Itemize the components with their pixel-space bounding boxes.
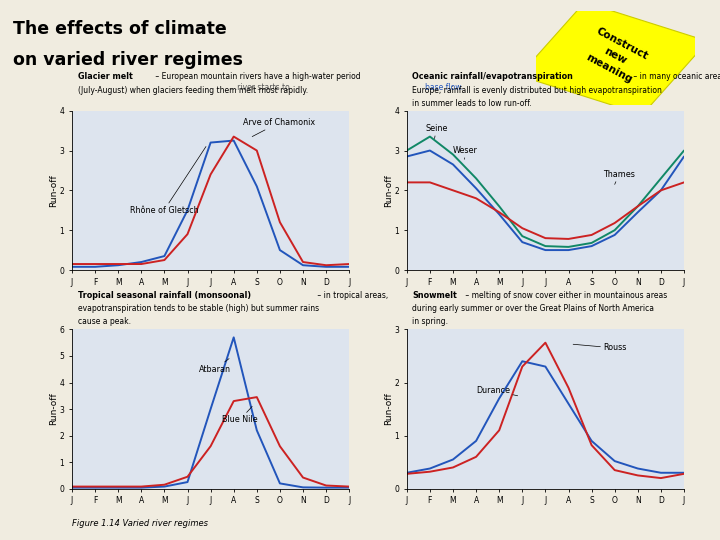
Text: Figure 1.14 Varied river regimes: Figure 1.14 Varied river regimes [72, 519, 208, 529]
Text: during early summer or over the Great Plains of North America: during early summer or over the Great Pl… [413, 304, 654, 313]
Text: Rhône of Gletsch: Rhône of Gletsch [130, 146, 206, 215]
Text: Snowmelt: Snowmelt [413, 291, 457, 300]
Text: Seine: Seine [426, 124, 448, 139]
Text: Oceanic rainfall/evapotranspiration: Oceanic rainfall/evapotranspiration [413, 72, 573, 81]
Y-axis label: Run-off: Run-off [49, 174, 58, 207]
Text: Tropical seasonal rainfall (monsoonal): Tropical seasonal rainfall (monsoonal) [78, 291, 251, 300]
Text: Durance: Durance [476, 386, 518, 396]
Y-axis label: Run-off: Run-off [384, 393, 393, 426]
Text: Arve of Chamonix: Arve of Chamonix [243, 118, 315, 137]
Text: The effects of climate: The effects of climate [13, 19, 227, 38]
Text: Thames: Thames [603, 170, 635, 184]
Text: cause a peak.: cause a peak. [78, 317, 131, 326]
FancyBboxPatch shape [519, 2, 708, 114]
Text: – in tropical areas,: – in tropical areas, [315, 291, 389, 300]
Text: – European mountain rivers have a high-water period: – European mountain rivers have a high-w… [153, 72, 361, 81]
Text: on varied river regimes: on varied river regimes [13, 51, 243, 69]
Text: – in many oceanic areas of: – in many oceanic areas of [631, 72, 720, 81]
Text: Weser: Weser [453, 146, 478, 159]
Text: in summer leads to low run-off.: in summer leads to low run-off. [413, 99, 532, 107]
Text: Construct
new
meaning: Construct new meaning [582, 26, 649, 86]
Text: – melting of snow cover either in mountainous areas: – melting of snow cover either in mounta… [462, 291, 667, 300]
Text: ...river starts to: ...river starts to [230, 83, 290, 92]
Text: (July-August) when glaciers feeding them melt most rapidly.: (July-August) when glaciers feeding them… [78, 85, 308, 94]
Text: Rouss: Rouss [573, 343, 626, 353]
Y-axis label: Run-off: Run-off [49, 393, 58, 426]
Text: Europe, rainfall is evenly distributed but high evapotranspiration: Europe, rainfall is evenly distributed b… [413, 85, 662, 94]
Text: base flow.: base flow. [425, 83, 463, 92]
Text: Blue Nile: Blue Nile [222, 407, 258, 424]
Text: Atbaran: Atbaran [199, 359, 231, 374]
Text: in spring.: in spring. [413, 317, 449, 326]
Text: Glacier melt: Glacier melt [78, 72, 132, 81]
Text: evapotranspiration tends to be stable (high) but summer rains: evapotranspiration tends to be stable (h… [78, 304, 319, 313]
Y-axis label: Run-off: Run-off [384, 174, 393, 207]
